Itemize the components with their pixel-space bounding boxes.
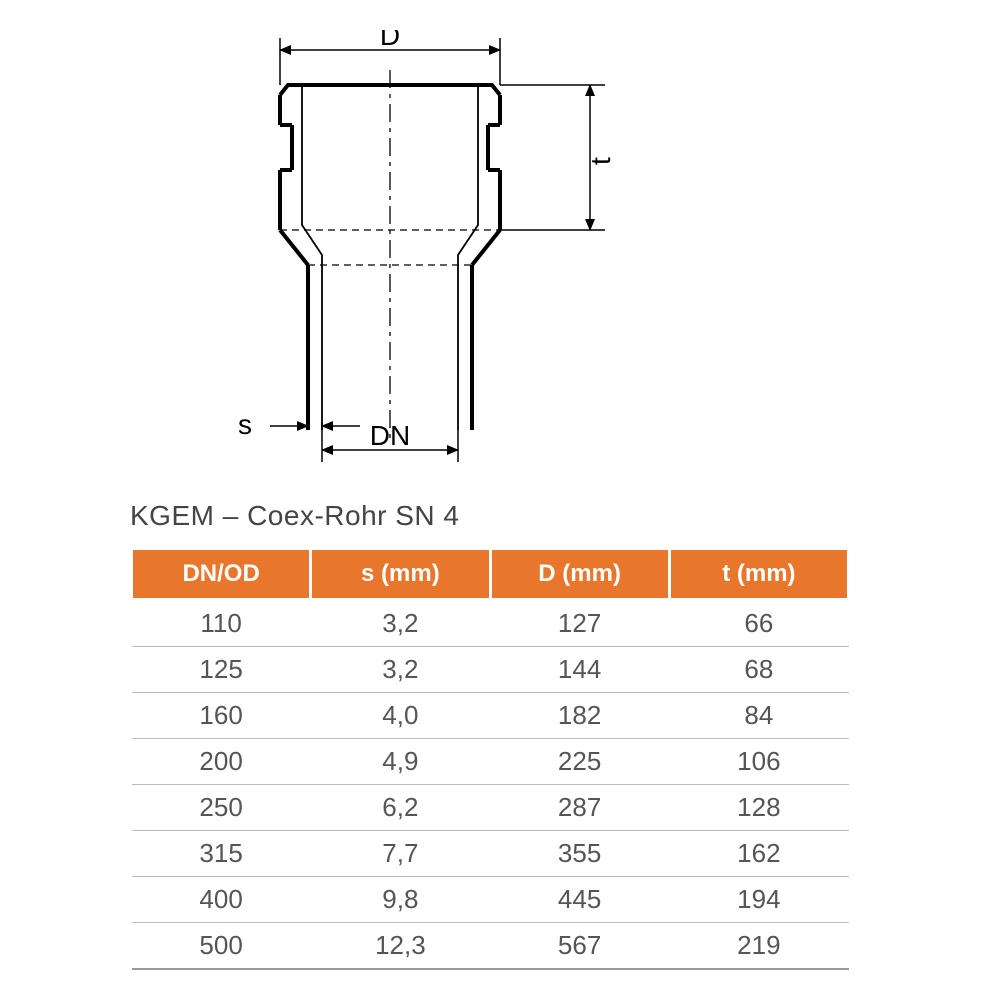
pipe-svg: D t s DN — [150, 30, 700, 470]
table-cell: 194 — [669, 877, 848, 923]
spec-table: DN/ODs (mm)D (mm)t (mm) 1103,2127661253,… — [130, 547, 850, 970]
table-cell: 84 — [669, 693, 848, 739]
table-cell: 400 — [132, 877, 311, 923]
column-header: D (mm) — [490, 549, 669, 600]
table-cell: 315 — [132, 831, 311, 877]
table-row: 4009,8445194 — [132, 877, 849, 923]
table-cell: 567 — [490, 923, 669, 970]
table-cell: 4,0 — [311, 693, 490, 739]
table-cell: 162 — [669, 831, 848, 877]
table-cell: 128 — [669, 785, 848, 831]
table-cell: 445 — [490, 877, 669, 923]
table-cell: 3,2 — [311, 647, 490, 693]
table-title: KGEM – Coex-Rohr SN 4 — [130, 500, 850, 532]
table-cell: 500 — [132, 923, 311, 970]
column-header: s (mm) — [311, 549, 490, 600]
table-cell: 110 — [132, 600, 311, 647]
table-cell: 9,8 — [311, 877, 490, 923]
table-cell: 3,2 — [311, 600, 490, 647]
table-cell: 200 — [132, 739, 311, 785]
pipe-diagram: D t s DN — [150, 30, 700, 470]
table-cell: 106 — [669, 739, 848, 785]
table-row: 2506,2287128 — [132, 785, 849, 831]
table-cell: 287 — [490, 785, 669, 831]
table-cell: 12,3 — [311, 923, 490, 970]
table-cell: 68 — [669, 647, 848, 693]
table-cell: 182 — [490, 693, 669, 739]
table-cell: 6,2 — [311, 785, 490, 831]
table-cell: 225 — [490, 739, 669, 785]
table-row: 2004,9225106 — [132, 739, 849, 785]
table-row: 3157,7355162 — [132, 831, 849, 877]
table-cell: 144 — [490, 647, 669, 693]
spec-table-area: KGEM – Coex-Rohr SN 4 DN/ODs (mm)D (mm)t… — [130, 500, 850, 970]
table-cell: 4,9 — [311, 739, 490, 785]
table-row: 1103,212766 — [132, 600, 849, 647]
dim-label-D: D — [380, 30, 400, 51]
table-cell: 7,7 — [311, 831, 490, 877]
table-cell: 250 — [132, 785, 311, 831]
table-cell: 66 — [669, 600, 848, 647]
table-row: 50012,3567219 — [132, 923, 849, 970]
table-cell: 127 — [490, 600, 669, 647]
table-cell: 355 — [490, 831, 669, 877]
table-body: 1103,2127661253,2144681604,0182842004,92… — [132, 600, 849, 970]
dim-label-DN: DN — [370, 420, 410, 451]
dim-label-t: t — [585, 157, 616, 165]
table-header-row: DN/ODs (mm)D (mm)t (mm) — [132, 549, 849, 600]
table-row: 1604,018284 — [132, 693, 849, 739]
column-header: t (mm) — [669, 549, 848, 600]
column-header: DN/OD — [132, 549, 311, 600]
table-cell: 160 — [132, 693, 311, 739]
dim-label-s: s — [238, 409, 252, 440]
table-row: 1253,214468 — [132, 647, 849, 693]
table-cell: 219 — [669, 923, 848, 970]
table-cell: 125 — [132, 647, 311, 693]
